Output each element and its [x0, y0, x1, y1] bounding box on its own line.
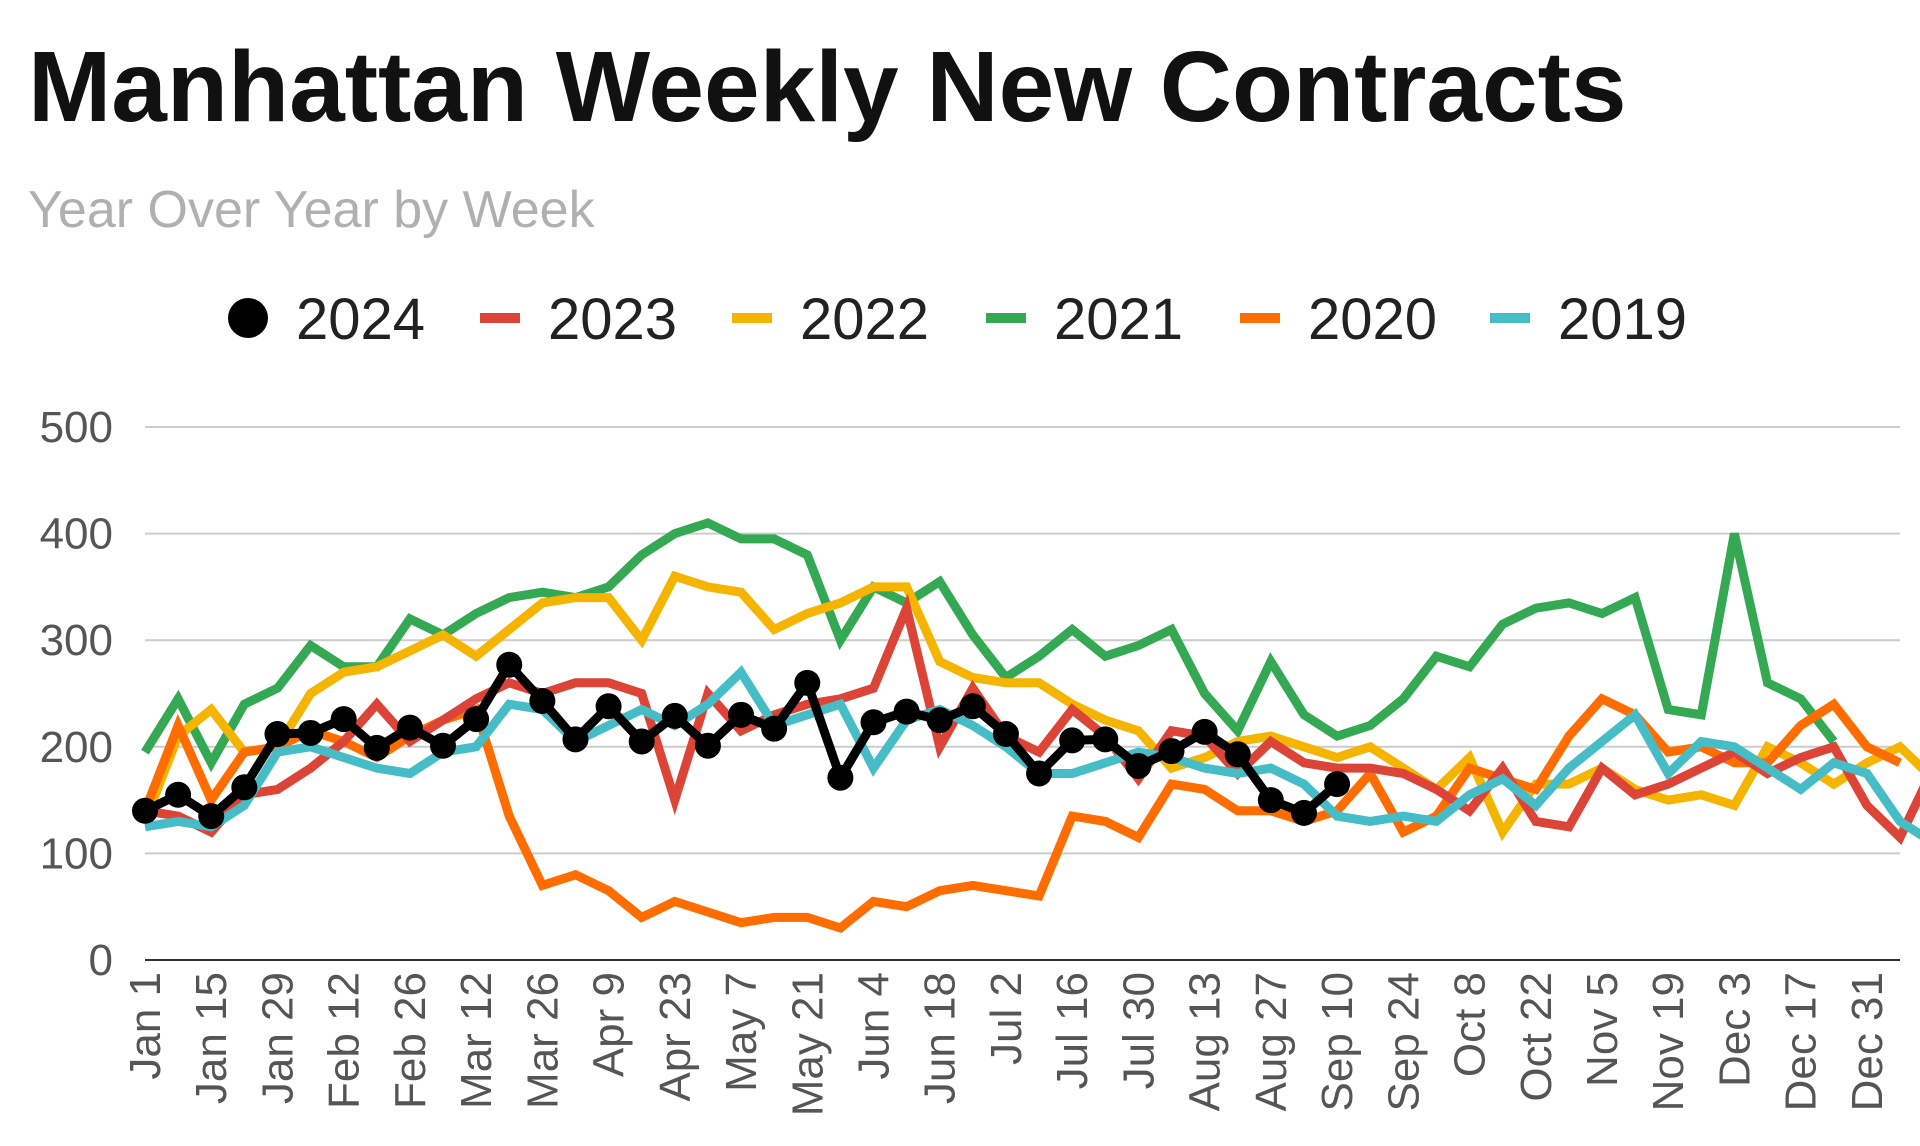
marker-2024 [1191, 718, 1218, 745]
y-tick-label: 500 [40, 403, 113, 452]
x-tick-label: Dec 31 [1843, 972, 1892, 1111]
x-tick-label: Dec 3 [1710, 972, 1759, 1087]
x-tick-label: Feb 26 [386, 972, 435, 1109]
y-tick-label: 300 [40, 616, 113, 665]
y-tick-label: 400 [40, 510, 113, 559]
x-tick-label: Jun 18 [916, 972, 965, 1104]
legend-swatch-2022 [732, 313, 772, 323]
marker-2024 [165, 781, 192, 808]
marker-2024 [1158, 738, 1185, 765]
marker-2024 [264, 721, 291, 748]
marker-2024 [396, 714, 423, 741]
marker-2024 [1257, 787, 1284, 814]
x-tick-label: Jul 30 [1114, 972, 1163, 1089]
marker-2024 [1092, 726, 1119, 753]
marker-2024 [330, 706, 357, 733]
y-tick-label: 200 [40, 723, 113, 772]
marker-2024 [661, 702, 688, 729]
x-tick-label: Oct 22 [1512, 972, 1561, 1102]
legend: 2024 2023 2022 2021 2020 2019 [228, 287, 1687, 352]
marker-2024 [794, 669, 821, 696]
marker-2024 [1059, 727, 1086, 754]
legend-label-2023: 2023 [548, 287, 677, 352]
legend-marker-2024 [228, 298, 268, 338]
marker-2024 [496, 651, 523, 678]
x-tick-label: Sep 10 [1313, 972, 1362, 1111]
x-tick-label: Jan 29 [253, 972, 302, 1104]
marker-2024 [463, 706, 490, 733]
y-tick-label: 0 [89, 936, 113, 985]
x-tick-label: Jan 1 [121, 972, 170, 1080]
legend-label-2021: 2021 [1054, 287, 1183, 352]
x-tick-label: Mar 26 [518, 972, 567, 1109]
legend-swatch-2019 [1490, 313, 1530, 323]
legend-swatch-2021 [986, 313, 1026, 323]
x-tick-label: Oct 8 [1446, 972, 1495, 1077]
x-tick-label: Nov 19 [1644, 972, 1693, 1111]
x-tick-label: Feb 12 [320, 972, 369, 1109]
legend-label-2024: 2024 [296, 287, 425, 352]
marker-2024 [694, 732, 721, 759]
axes: 0 100 200 300 400 500 Jan 1 Jan 15 Jan 29 Feb 12 F… [40, 403, 1900, 1116]
marker-2024 [860, 709, 887, 736]
chart-title: Manhattan Weekly New Contracts [28, 31, 1627, 143]
marker-2024 [1224, 741, 1251, 768]
marker-2024 [827, 764, 854, 791]
marker-2024 [363, 734, 390, 761]
legend-label-2020: 2020 [1308, 287, 1437, 352]
x-tick-label: Nov 5 [1578, 972, 1627, 1087]
marker-2024 [1290, 799, 1317, 826]
legend-label-2019: 2019 [1558, 287, 1687, 352]
y-tick-label: 100 [40, 829, 113, 878]
x-tick-label: May 21 [783, 972, 832, 1116]
x-tick-label: Dec 17 [1777, 972, 1826, 1111]
x-tick-label: Sep 24 [1379, 972, 1428, 1111]
series-line-2021 [141, 518, 1838, 773]
x-tick-label: Jul 2 [982, 972, 1031, 1065]
legend-label-2022: 2022 [800, 287, 929, 352]
x-tick-label: Jul 16 [1048, 972, 1097, 1089]
marker-2024 [893, 698, 920, 725]
x-tick-label: Jan 15 [187, 972, 236, 1104]
x-tick-label: Aug 27 [1247, 972, 1296, 1111]
series-line-2019 [144, 665, 1920, 840]
marker-2024 [529, 687, 556, 714]
marker-2024 [992, 721, 1019, 748]
x-tick-label: Apr 23 [651, 972, 700, 1102]
legend-swatch-2023 [480, 313, 520, 323]
marker-2024 [231, 774, 258, 801]
marker-2024 [1125, 752, 1152, 779]
series [132, 518, 1920, 934]
marker-2024 [1026, 760, 1053, 787]
x-tick-label: Mar 12 [452, 972, 501, 1109]
marker-2024 [959, 693, 986, 720]
x-tick-label: Apr 9 [585, 972, 634, 1077]
marker-2024 [628, 728, 655, 755]
marker-2024 [1324, 771, 1351, 798]
marker-2024 [595, 693, 622, 720]
marker-2024 [562, 726, 589, 753]
marker-2024 [132, 797, 158, 824]
marker-2024 [926, 707, 953, 734]
gridlines [145, 426, 1900, 855]
marker-2024 [728, 701, 755, 728]
marker-2024 [198, 803, 225, 830]
x-tick-label: Aug 13 [1181, 972, 1230, 1111]
chart-subtitle: Year Over Year by Week [28, 181, 595, 239]
marker-2024 [297, 719, 324, 746]
marker-2024 [430, 732, 457, 759]
x-tick-label: May 7 [717, 972, 766, 1092]
marker-2024 [761, 715, 788, 742]
x-tick-label: Jun 4 [849, 972, 898, 1080]
legend-swatch-2020 [1240, 313, 1280, 323]
